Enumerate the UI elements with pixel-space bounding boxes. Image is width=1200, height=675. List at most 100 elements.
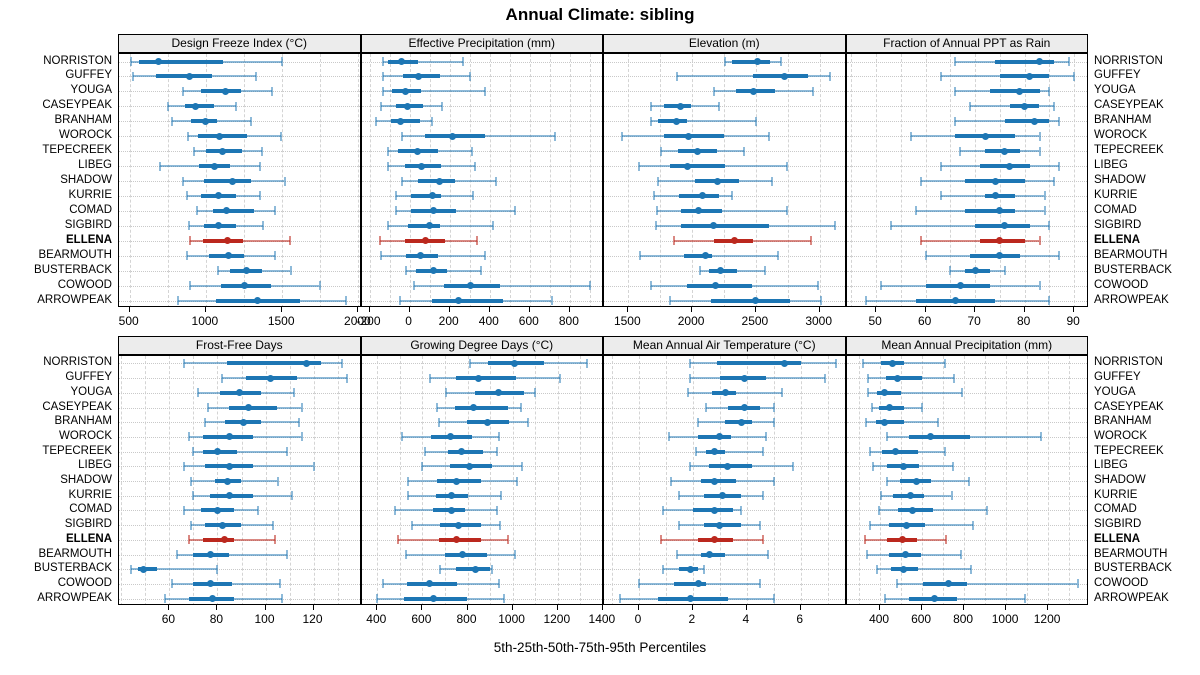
whisker-cap <box>401 176 404 186</box>
whisker-cap <box>870 403 873 412</box>
whisker-line <box>650 120 756 123</box>
whisker-cap <box>920 403 923 412</box>
whisker-cap <box>961 388 963 398</box>
median-dot <box>240 282 248 290</box>
whisker-cap <box>702 564 705 574</box>
station-label-right: SIGBIRD <box>1094 518 1142 531</box>
x-tick <box>1005 605 1007 610</box>
panel-plot <box>845 355 1088 605</box>
whisker-cap <box>374 116 377 126</box>
whisker-cap <box>686 388 689 398</box>
panel-strip-title: Mean Annual Precipitation (mm) <box>881 338 1053 352</box>
grid-vline <box>800 356 802 604</box>
whisker-cap <box>689 373 692 383</box>
median-dot <box>225 252 233 260</box>
grid-hline <box>846 422 1088 424</box>
median-dot <box>944 580 952 588</box>
median-dot <box>242 267 250 275</box>
x-tick-label: 120 <box>302 612 323 626</box>
x-tick <box>1073 307 1075 312</box>
iqr-bar <box>664 134 724 139</box>
whisker-cap <box>767 131 770 141</box>
x-tick-label: 800 <box>456 612 477 626</box>
whisker-cap <box>952 373 955 383</box>
grid-hline <box>361 106 603 108</box>
whisker-cap <box>834 221 836 231</box>
station-label-right: NORRISTON <box>1094 54 1163 67</box>
whisker-cap <box>730 191 733 201</box>
iqr-bar <box>970 253 1020 258</box>
median-dot <box>266 374 274 382</box>
x-tick-label: 600 <box>411 612 432 626</box>
whisker-cap <box>759 579 762 589</box>
whisker-cap <box>772 476 775 486</box>
whisker-cap <box>185 251 188 261</box>
whisker-cap <box>869 520 871 530</box>
whisker-cap <box>668 296 671 305</box>
iqr-bar <box>698 434 731 439</box>
iqr-bar <box>701 552 726 557</box>
whisker-cap <box>943 358 946 368</box>
station-label-right: BUSTERBACK <box>1094 263 1172 276</box>
x-tick <box>528 307 530 312</box>
whisker-line <box>193 450 287 453</box>
whisker-cap <box>878 505 880 515</box>
median-dot <box>429 595 437 603</box>
grid-vline <box>337 356 339 604</box>
whisker-cap <box>638 579 640 589</box>
iqr-bar <box>753 74 809 79</box>
median-dot <box>991 177 999 185</box>
whisker-cap <box>283 176 286 186</box>
station-label-right: BUSTERBACK <box>1094 562 1172 575</box>
whisker-cap <box>476 236 479 246</box>
x-tick <box>568 307 570 312</box>
whisker-cap <box>424 447 427 457</box>
grid-vline <box>145 356 147 604</box>
median-dot <box>712 282 720 290</box>
station-label-right: ELLENA <box>1094 532 1140 545</box>
whisker-cap <box>381 71 384 81</box>
whisker-cap <box>188 281 191 291</box>
grid-vline <box>880 356 882 604</box>
median-dot <box>218 521 226 529</box>
grid-hline <box>846 539 1088 541</box>
median-dot <box>484 418 492 426</box>
iqr-bar <box>432 298 504 303</box>
whisker-cap <box>828 71 831 81</box>
median-dot <box>425 222 433 230</box>
x-tick <box>1047 605 1049 610</box>
median-dot <box>466 282 474 290</box>
whisker-cap <box>497 579 500 589</box>
whisker-cap <box>1076 579 1079 589</box>
whisker-cap <box>520 461 523 471</box>
whisker-cap <box>890 221 892 231</box>
median-dot <box>213 448 221 456</box>
station-label-right: SIGBIRD <box>1094 218 1142 231</box>
median-dot <box>686 595 694 603</box>
x-tick <box>128 307 130 312</box>
median-dot <box>155 58 163 65</box>
whisker-cap <box>939 161 942 171</box>
whisker-cap <box>667 432 670 442</box>
whisker-cap <box>559 373 561 383</box>
grid-vline <box>1027 356 1029 604</box>
station-label-right: NORRISTON <box>1094 356 1163 369</box>
station-label-left: CASEYPEAK <box>42 400 112 413</box>
x-tick-label: 400 <box>478 314 499 328</box>
station-label-left: LIBEG <box>78 459 112 472</box>
station-label-right: LIBEG <box>1094 459 1128 472</box>
grid-vline <box>129 54 131 306</box>
x-tick-label: 0 <box>405 314 412 328</box>
station-label-right: KURRIE <box>1094 488 1138 501</box>
whisker-cap <box>381 579 384 589</box>
whisker-cap <box>499 520 502 530</box>
whisker-cap <box>954 86 957 96</box>
whisker-cap <box>469 71 472 81</box>
whisker-line <box>867 391 962 394</box>
whisker-cap <box>519 403 522 412</box>
whisker-cap <box>270 86 273 96</box>
x-tick-label: 400 <box>869 612 890 626</box>
whisker-cap <box>1023 594 1026 604</box>
x-tick <box>875 307 877 312</box>
whisker-cap <box>724 57 727 66</box>
